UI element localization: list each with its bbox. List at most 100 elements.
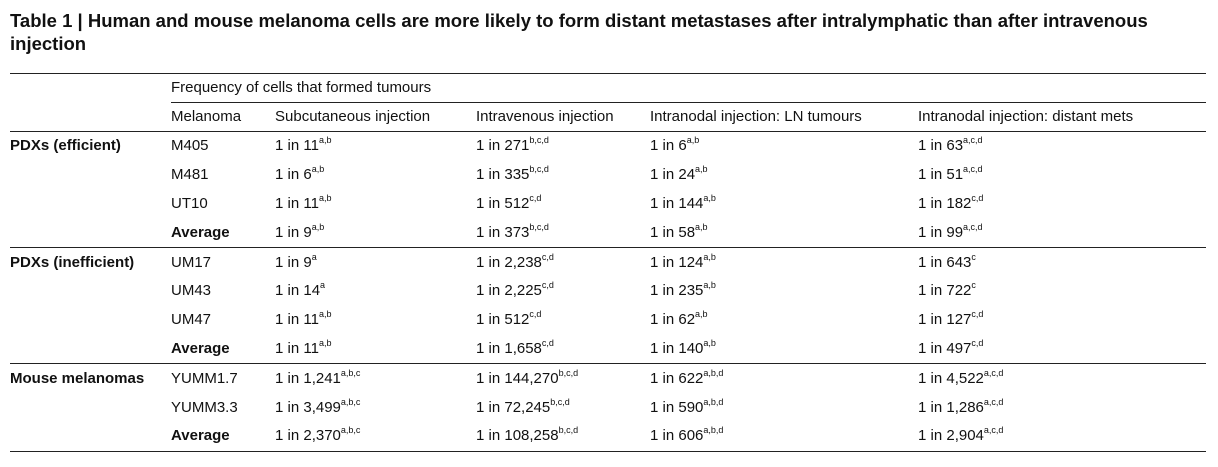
- frequency-cell: 1 in 11a,b: [275, 190, 476, 219]
- frequency-value: 1 in 11: [275, 311, 319, 329]
- frequency-cell: 1 in 3,499a,b,c: [275, 393, 476, 422]
- significance-superscript: c,d: [541, 337, 554, 348]
- frequency-cell: 1 in 1,241a,b,c: [275, 363, 476, 394]
- significance-superscript: c,d: [971, 192, 984, 203]
- frequency-cell: 1 in 271b,c,d: [476, 130, 650, 161]
- significance-superscript: c,d: [971, 337, 984, 348]
- table-row: Average 1 in 9a,b 1 in 373b,c,d 1 in 58a,b 1…: [10, 218, 1206, 247]
- significance-superscript: a,b,d: [703, 396, 724, 407]
- group-label: Mouse melanomas: [10, 363, 171, 394]
- significance-superscript: a,b: [318, 192, 332, 203]
- significance-superscript: a: [320, 280, 326, 291]
- frequency-cell: 1 in 1,658c,d: [476, 335, 650, 364]
- column-header-intravenous: Intravenous injection: [476, 108, 614, 125]
- table-title: Table 1 | Human and mouse melanoma cells…: [10, 10, 1148, 54]
- frequency-value: 1 in 51: [918, 166, 964, 184]
- frequency-cell: 1 in 235a,b: [650, 277, 918, 306]
- significance-superscript: a,b: [703, 337, 716, 348]
- significance-superscript: b,c,d: [558, 367, 579, 378]
- frequency-value: 1 in 24: [650, 166, 696, 184]
- significance-superscript: a,b,c: [340, 425, 361, 436]
- table-row: PDXs (inefficient) UM17 1 in 9a 1 in 2,238c…: [10, 247, 1207, 277]
- frequency-value: 1 in 2,225: [476, 282, 542, 300]
- frequency-header-row: Frequency of cells that formed tumours: [10, 73, 1207, 103]
- average-label: Average: [171, 223, 230, 241]
- frequency-cell: 1 in 9a: [275, 247, 476, 277]
- frequency-cell: 1 in 182c,d: [918, 190, 1206, 219]
- frequency-cell: 1 in 606a,b,d: [650, 421, 918, 452]
- frequency-cell: 1 in 11a,b: [275, 335, 476, 364]
- group-label: [10, 190, 171, 219]
- significance-superscript: a,b: [695, 221, 708, 232]
- group-label: [10, 218, 171, 247]
- significance-superscript: a,c,d: [983, 425, 1004, 436]
- table-row: UM43 1 in 14a 1 in 2,225c,d 1 in 235a,b 1 in…: [10, 277, 1206, 306]
- frequency-cell: 1 in 2,238c,d: [476, 247, 650, 277]
- frequency-value: 1 in 14: [275, 282, 321, 300]
- frequency-cell: 1 in 643c: [918, 247, 1207, 277]
- frequency-value: 1 in 58: [650, 223, 696, 241]
- melanoma-name: M405: [171, 130, 275, 161]
- table-row: Mouse melanomas YUMM1.7 1 in 1,241a,b,c 1 i…: [10, 363, 1207, 394]
- significance-superscript: a,c,d: [963, 221, 983, 232]
- significance-superscript: a,c,d: [983, 396, 1004, 407]
- frequency-value: 1 in 124: [650, 253, 704, 271]
- frequency-cell: 1 in 124a,b: [650, 247, 918, 277]
- group-label: [10, 335, 171, 364]
- frequency-cell: 1 in 590a,b,d: [650, 393, 918, 422]
- frequency-cell: 1 in 62a,b: [650, 306, 918, 335]
- empty-header-cell: [10, 103, 171, 132]
- table-row: PDXs (efficient) M405 1 in 11a,b 1 in 271b,…: [10, 130, 1207, 161]
- frequency-cell: 1 in 4,522a,c,d: [918, 363, 1207, 394]
- frequency-value: 1 in 2,238: [476, 253, 542, 271]
- table-row: Average 1 in 2,370a,b,c 1 in 108,258b,c,d 1…: [10, 421, 1207, 452]
- significance-superscript: a,b,d: [703, 367, 724, 378]
- melanoma-name: YUMM3.3: [171, 398, 238, 416]
- melanoma-name: UM17: [171, 247, 275, 277]
- column-header-subcutaneous: Subcutaneous injection: [275, 108, 431, 125]
- melanoma-name: UM47: [171, 311, 212, 329]
- significance-superscript: a,b: [318, 135, 332, 146]
- frequency-value: 1 in 2,370: [275, 427, 341, 445]
- frequency-cell: 1 in 140a,b: [650, 335, 918, 364]
- table-body: Frequency of cells that formed tumours M…: [10, 73, 1207, 452]
- melanoma-name: UM43: [171, 282, 212, 300]
- frequency-value: 1 in 512: [476, 311, 530, 329]
- frequency-cell: 1 in 144a,b: [650, 190, 918, 219]
- significance-superscript: a,b: [311, 164, 325, 175]
- significance-superscript: c,d: [541, 280, 554, 291]
- empty-header-cell: [10, 73, 171, 103]
- significance-superscript: a,b: [318, 309, 332, 320]
- frequency-value: 1 in 1,286: [918, 398, 984, 416]
- frequency-cell: 1 in 622a,b,d: [650, 363, 918, 394]
- frequency-cell: 1 in 497c,d: [918, 335, 1206, 364]
- frequency-value: 1 in 722: [918, 282, 972, 300]
- frequency-cell: 1 in 51a,c,d: [918, 161, 1206, 190]
- frequency-cell: 1 in 2,904a,c,d: [918, 421, 1207, 452]
- frequency-cell: 1 in 72,245b,c,d: [476, 393, 650, 422]
- table-row: Average 1 in 11a,b 1 in 1,658c,d 1 in 140a,…: [10, 335, 1206, 364]
- melanoma-name: YUMM1.7: [171, 363, 275, 394]
- significance-superscript: a,c,d: [963, 135, 983, 146]
- frequency-cell: 1 in 2,370a,b,c: [275, 421, 476, 452]
- melanoma-name: M481: [171, 166, 209, 184]
- frequency-value: 1 in 11: [275, 339, 319, 357]
- column-header-melanoma: Melanoma: [171, 108, 242, 125]
- frequency-value: 1 in 1,241: [275, 369, 341, 387]
- frequency-value: 1 in 140: [650, 339, 704, 357]
- frequency-cell: 1 in 14a: [275, 277, 476, 306]
- significance-superscript: a,b,c: [340, 367, 361, 378]
- frequency-cell: 1 in 11a,b: [275, 306, 476, 335]
- table-row: YUMM3.3 1 in 3,499a,b,c 1 in 72,245b,c,d 1 …: [10, 393, 1206, 422]
- table-row: M481 1 in 6a,b 1 in 335b,c,d 1 in 24a,b 1 in…: [10, 161, 1206, 190]
- frequency-cell: 1 in 512c,d: [476, 306, 650, 335]
- group-label: [10, 393, 171, 422]
- frequency-cell: 1 in 24a,b: [650, 161, 918, 190]
- frequency-value: 1 in 6: [650, 137, 687, 155]
- frequency-value: 1 in 497: [918, 339, 972, 357]
- significance-superscript: b,c,d: [529, 221, 549, 232]
- significance-superscript: a,c,d: [983, 367, 1004, 378]
- frequency-value: 1 in 4,522: [918, 369, 984, 387]
- significance-superscript: a,b: [318, 337, 332, 348]
